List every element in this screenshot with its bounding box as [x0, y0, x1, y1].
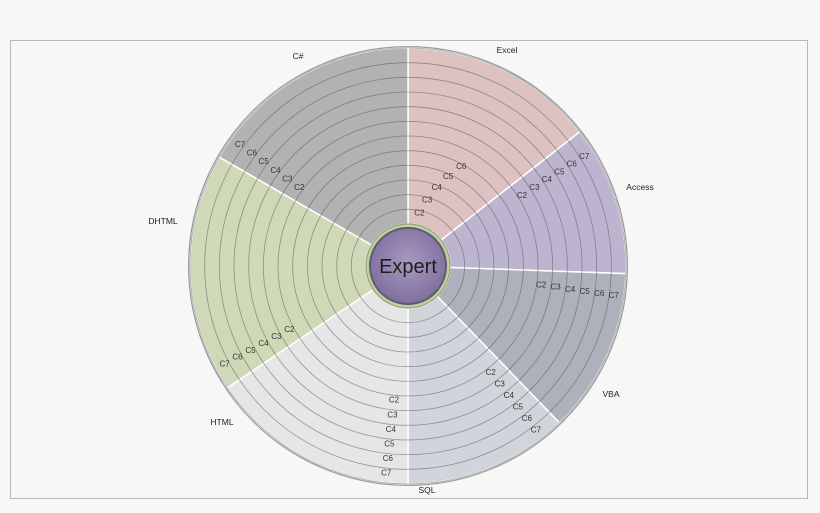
ring-label: C3: [529, 183, 540, 192]
ring-label: C6: [383, 454, 394, 463]
ring-label: C6: [567, 160, 578, 169]
ring-label: C4: [565, 285, 576, 294]
ring-label: C5: [259, 157, 270, 166]
category-label-access: Access: [626, 182, 653, 192]
ring-line: [350, 208, 466, 324]
ring-label: C5: [443, 172, 454, 181]
ring-label: C4: [504, 391, 515, 400]
ring-label: C4: [258, 339, 269, 348]
ring-line: [306, 164, 510, 368]
category-label-vba: VBA: [602, 389, 619, 399]
ring-label: C7: [609, 291, 620, 300]
ring-line: [189, 47, 627, 485]
ring-label: C4: [386, 425, 397, 434]
ring-label: C7: [219, 360, 230, 369]
ring-line: [336, 194, 480, 338]
ring-label: C2: [284, 325, 295, 334]
rings-layer: [189, 47, 627, 485]
ring-label: C7: [579, 152, 590, 161]
ring-label: C4: [542, 175, 553, 184]
ring-label: C6: [247, 149, 258, 158]
ring-label: C3: [271, 332, 282, 341]
ring-label: C2: [294, 183, 305, 192]
ring-line: [262, 120, 554, 412]
ring-line: [204, 62, 612, 470]
ring-label: C6: [456, 162, 467, 171]
ring-label: C7: [381, 469, 392, 478]
ring-label: C7: [531, 426, 542, 435]
ring-label: C6: [232, 353, 243, 362]
outer-rim: [188, 46, 628, 486]
ring-label: C2: [486, 368, 497, 377]
ring-label: C5: [245, 346, 256, 355]
ring-label: C4: [270, 166, 281, 175]
ring-label: C4: [432, 183, 443, 192]
ring-line: [321, 179, 495, 353]
center-circle: [369, 227, 447, 305]
ring-label: C3: [282, 174, 293, 183]
ring-line: [292, 150, 524, 382]
ring-line: [277, 135, 539, 397]
center-label: Expert: [379, 256, 437, 278]
ring-label: C2: [414, 209, 425, 218]
ring-line: [248, 106, 568, 426]
category-label-html: HTML: [210, 417, 233, 427]
ring-label: C5: [580, 287, 591, 296]
ring-line: [218, 76, 598, 456]
ring-label: C3: [550, 283, 561, 292]
ring-label: C2: [389, 396, 400, 405]
ring-label: C2: [517, 191, 528, 200]
ring-label: C2: [536, 281, 547, 290]
category-label-csharp: C#: [293, 51, 304, 61]
ring-line: [233, 91, 583, 441]
category-label-sql: SQL: [418, 485, 435, 495]
ring-label: C3: [387, 410, 398, 419]
ring-label: C7: [235, 140, 246, 149]
ring-label: C3: [495, 379, 506, 388]
ring-label: C3: [422, 195, 433, 204]
ring-label: C5: [384, 439, 395, 448]
ring-label: C5: [513, 403, 524, 412]
ring-label: C5: [554, 167, 565, 176]
ring-label: C6: [522, 414, 533, 423]
category-label-dhtml: DHTML: [148, 216, 178, 226]
ring-label: C6: [594, 289, 605, 298]
category-label-excel: Excel: [497, 45, 518, 55]
